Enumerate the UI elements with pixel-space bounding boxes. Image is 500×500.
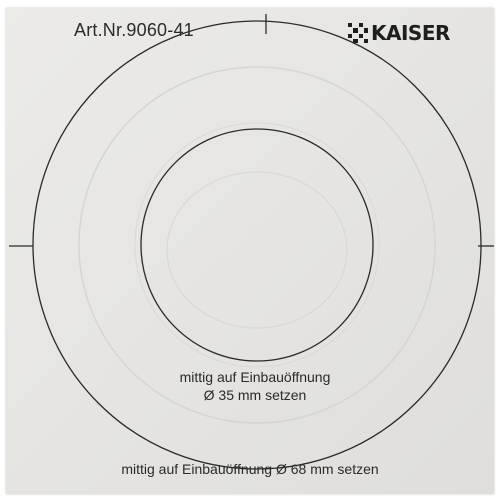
inner-instruction-line2: Ø 35 mm setzen — [203, 387, 307, 403]
inner-emboss-ring — [134, 122, 380, 368]
inner-instruction: mittig auf Einbauöffnung Ø 35 mm setzen — [150, 368, 360, 404]
outer-instruction: mittig auf Einbauöffnung Ø 68 mm setzen — [121, 461, 379, 477]
center-emboss-ellipse — [166, 171, 348, 329]
outer-circle-68mm — [32, 20, 482, 470]
kaiser-logo-mark-icon — [348, 23, 368, 43]
outer-emboss-ring — [78, 66, 436, 424]
kaiser-logo: KAISER — [348, 21, 450, 45]
kaiser-logo-text: KAISER — [371, 21, 450, 45]
inner-circle-35mm — [140, 128, 374, 362]
template-sheet — [6, 8, 494, 494]
article-number: Art.Nr.9060-41 — [74, 20, 194, 40]
inner-instruction-line1: mittig auf Einbauöffnung — [179, 369, 331, 385]
